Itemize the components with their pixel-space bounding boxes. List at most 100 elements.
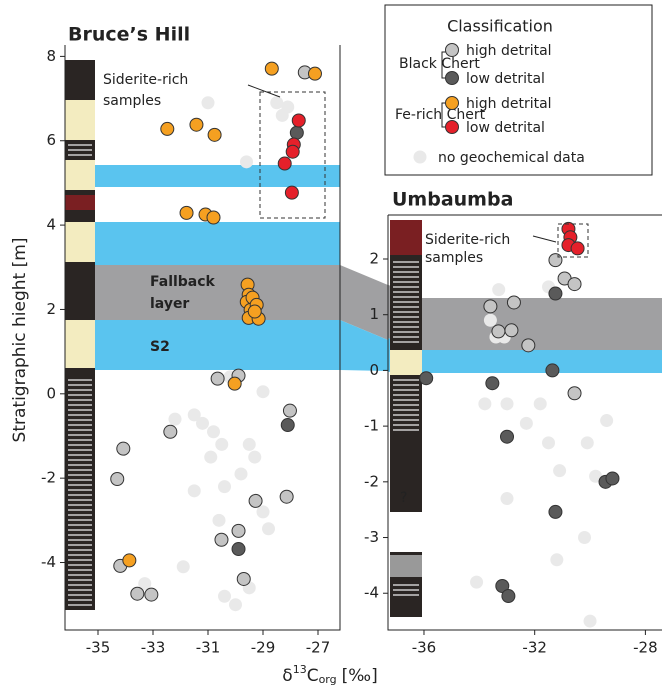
point [285, 144, 300, 159]
legend-label: high detrital [466, 43, 552, 59]
x-label-part: org [319, 673, 337, 686]
annotation: S2 [150, 339, 170, 355]
y-tick-label: -4 [41, 553, 56, 571]
point [567, 277, 582, 292]
chert [390, 350, 422, 375]
point [280, 418, 295, 433]
point [201, 96, 215, 110]
point [277, 156, 292, 171]
chert [65, 100, 95, 140]
axis-frame [64, 45, 341, 631]
point [580, 436, 594, 450]
y-tick-label: -1 [364, 417, 379, 435]
point [229, 598, 242, 612]
legend-group: Fe-rich Chert [395, 107, 486, 123]
x-tick-label: -33 [141, 639, 166, 657]
unit [390, 555, 422, 577]
point [500, 397, 514, 411]
band [340, 320, 388, 371]
point [227, 376, 242, 391]
x-tick-label: -27 [306, 639, 331, 657]
lithology [65, 60, 422, 617]
point [264, 61, 279, 76]
point [491, 324, 506, 339]
annotation: Siderite-rich [425, 232, 510, 248]
point [545, 363, 560, 378]
point [231, 542, 246, 557]
point [207, 127, 222, 142]
point [506, 295, 521, 310]
point [548, 504, 563, 519]
point [160, 121, 175, 136]
y-tick-label: 2 [369, 250, 379, 268]
point [256, 505, 270, 519]
point [548, 286, 563, 301]
point [144, 587, 159, 602]
y-tick-label: 4 [46, 216, 56, 234]
point [483, 313, 497, 327]
x-label-part: 13 [293, 663, 307, 676]
point [485, 376, 500, 391]
y-tick-label: 2 [46, 300, 56, 318]
iron [65, 195, 95, 210]
point [270, 96, 284, 110]
y-tick-label: 8 [46, 47, 56, 65]
point [207, 425, 220, 439]
chert [65, 320, 95, 368]
point [256, 385, 270, 399]
point [589, 469, 603, 483]
panel: -35 -33 -31 -29 -27 -4 -2 0 2 4 6 8 Bruce’s Hill Side… [41, 24, 341, 657]
legend-group: Black Chert [399, 56, 480, 72]
legend-box [384, 4, 653, 176]
y-tick-label: 1 [369, 305, 379, 323]
point [550, 553, 564, 567]
band [95, 165, 340, 187]
point [179, 205, 194, 220]
point [212, 513, 226, 527]
x-label-part: δ [282, 666, 292, 686]
point [215, 437, 229, 451]
point [470, 575, 484, 589]
point [282, 403, 297, 418]
point [501, 589, 516, 604]
legend-dot [445, 43, 459, 57]
point [130, 586, 145, 601]
point [214, 532, 229, 547]
x-tick-label: -28 [633, 639, 658, 657]
point [521, 338, 536, 353]
point [419, 371, 434, 386]
y-tick-label: 0 [46, 384, 56, 402]
chert [65, 222, 95, 262]
point [605, 471, 620, 486]
point [500, 492, 514, 506]
point [600, 414, 614, 428]
point [567, 386, 582, 401]
arrow [532, 235, 557, 243]
stripes [68, 144, 419, 606]
y-axis-label: Stratigraphic hieght [m] [10, 238, 30, 443]
point [176, 560, 190, 574]
point [206, 210, 221, 225]
x-tick-label: -35 [86, 639, 111, 657]
legend-label: high detrital [466, 96, 552, 112]
annotation: Siderite-rich [103, 72, 188, 88]
point [275, 108, 289, 122]
x-tick-label: -29 [251, 639, 276, 657]
annotation: samples [425, 250, 483, 266]
y-tick-label: -4 [364, 584, 379, 602]
point [492, 283, 506, 297]
legend-label: low detrital [466, 120, 545, 136]
point [553, 464, 567, 478]
legend-label: low detrital [466, 71, 545, 87]
x-label-part: [‰] [342, 666, 378, 686]
annotation: layer [150, 296, 189, 312]
panel-title: Bruce’s Hill [68, 24, 190, 46]
y-tick-label: 0 [369, 361, 379, 379]
point [284, 185, 299, 200]
legend-dot [413, 150, 427, 164]
point [138, 577, 152, 591]
point [116, 441, 131, 456]
